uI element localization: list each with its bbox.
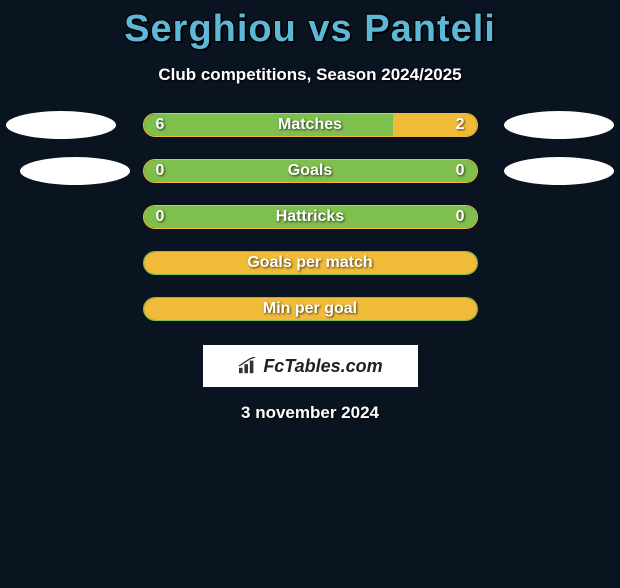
- player-ellipse-left: [20, 157, 130, 185]
- player-ellipse-left: [6, 111, 116, 139]
- stat-bar: Goals per match: [143, 251, 478, 275]
- stat-value-left: 6: [156, 114, 165, 136]
- stat-label: Matches: [144, 114, 477, 136]
- player-ellipse-right: [504, 111, 614, 139]
- stat-value-right: 2: [456, 114, 465, 136]
- stat-row: Goals0 0: [0, 159, 620, 183]
- stat-label: Goals per match: [144, 252, 477, 274]
- stat-row: Hattricks0 0: [0, 205, 620, 229]
- stat-value-right: 0: [456, 206, 465, 228]
- stat-row: Min per goal: [0, 297, 620, 321]
- stat-label: Hattricks: [144, 206, 477, 228]
- stat-value-left: 0: [156, 160, 165, 182]
- stat-value-left: 0: [156, 206, 165, 228]
- logo-text: FcTables.com: [263, 356, 382, 377]
- stat-bar: Min per goal: [143, 297, 478, 321]
- player-ellipse-right: [504, 157, 614, 185]
- stat-label: Goals: [144, 160, 477, 182]
- chart-icon: [237, 357, 259, 375]
- stat-row: Matches6 2: [0, 113, 620, 137]
- stat-bar: Goals0 0: [143, 159, 478, 183]
- logo-box: FcTables.com: [203, 345, 418, 387]
- stat-row: Goals per match: [0, 251, 620, 275]
- stat-rows: Matches62Goals00Hattricks00Goals per mat…: [0, 113, 620, 321]
- stat-bar: Matches6 2: [143, 113, 478, 137]
- subtitle: Club competitions, Season 2024/2025: [0, 65, 620, 85]
- stat-label: Min per goal: [144, 298, 477, 320]
- date-text: 3 november 2024: [0, 403, 620, 423]
- page-title: Serghiou vs Panteli: [0, 8, 620, 51]
- stat-bar: Hattricks0 0: [143, 205, 478, 229]
- stat-value-right: 0: [456, 160, 465, 182]
